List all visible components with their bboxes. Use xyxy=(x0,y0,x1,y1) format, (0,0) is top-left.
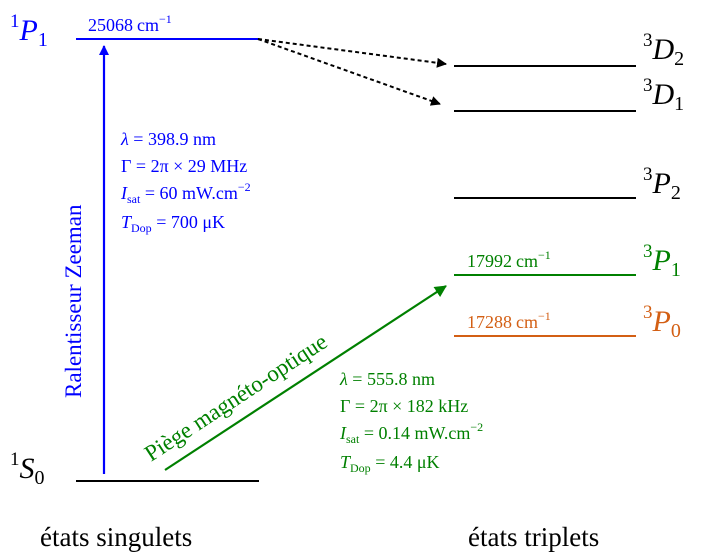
energy-3p1: 17992 cm−1 xyxy=(467,248,551,271)
caption-triplet-states: états triplets xyxy=(468,522,599,552)
energy-1p1: 25068 cm−1 xyxy=(88,12,172,35)
energy-3p0: 17288 cm−1 xyxy=(467,309,551,332)
zeeman-parameters: λ = 398.9 nm Γ = 2π × 29 MHz Isat = 60 m… xyxy=(120,129,251,235)
label-3p1: 3P1 xyxy=(643,241,681,281)
label-3p2: 3P2 xyxy=(643,164,681,204)
label-3d2: 3D2 xyxy=(643,30,684,70)
zeeman-isat: Isat = 60 mW.cm−2 xyxy=(120,180,251,206)
mot-gamma: Γ = 2π × 182 kHz xyxy=(340,396,468,416)
label-1s0: 1S0 xyxy=(10,449,45,489)
mot-tdop: TDop = 4.4 μK xyxy=(340,452,440,475)
label-1p1: 1P1 xyxy=(10,11,48,51)
zeeman-label: Ralentisseur Zeeman xyxy=(61,204,86,398)
zeeman-lambda: λ = 398.9 nm xyxy=(120,129,216,149)
label-3d1: 3D1 xyxy=(643,75,684,115)
mot-lambda: λ = 555.8 nm xyxy=(339,369,435,389)
decay-arrow-d1 xyxy=(257,38,441,106)
caption-singlet-states: états singulets xyxy=(40,522,192,552)
label-3p0: 3P0 xyxy=(643,302,681,342)
zeeman-tdop: TDop = 700 μK xyxy=(121,212,225,235)
mot-isat: Isat = 0.14 mW.cm−2 xyxy=(339,420,483,446)
mot-arrow xyxy=(164,285,447,471)
decay-arrow-d2 xyxy=(257,38,447,68)
mot-parameters: λ = 555.8 nm Γ = 2π × 182 kHz Isat = 0.1… xyxy=(339,369,483,475)
zeeman-gamma: Γ = 2π × 29 MHz xyxy=(121,156,247,176)
mot-label: Piège magnéto-optique xyxy=(140,329,332,466)
